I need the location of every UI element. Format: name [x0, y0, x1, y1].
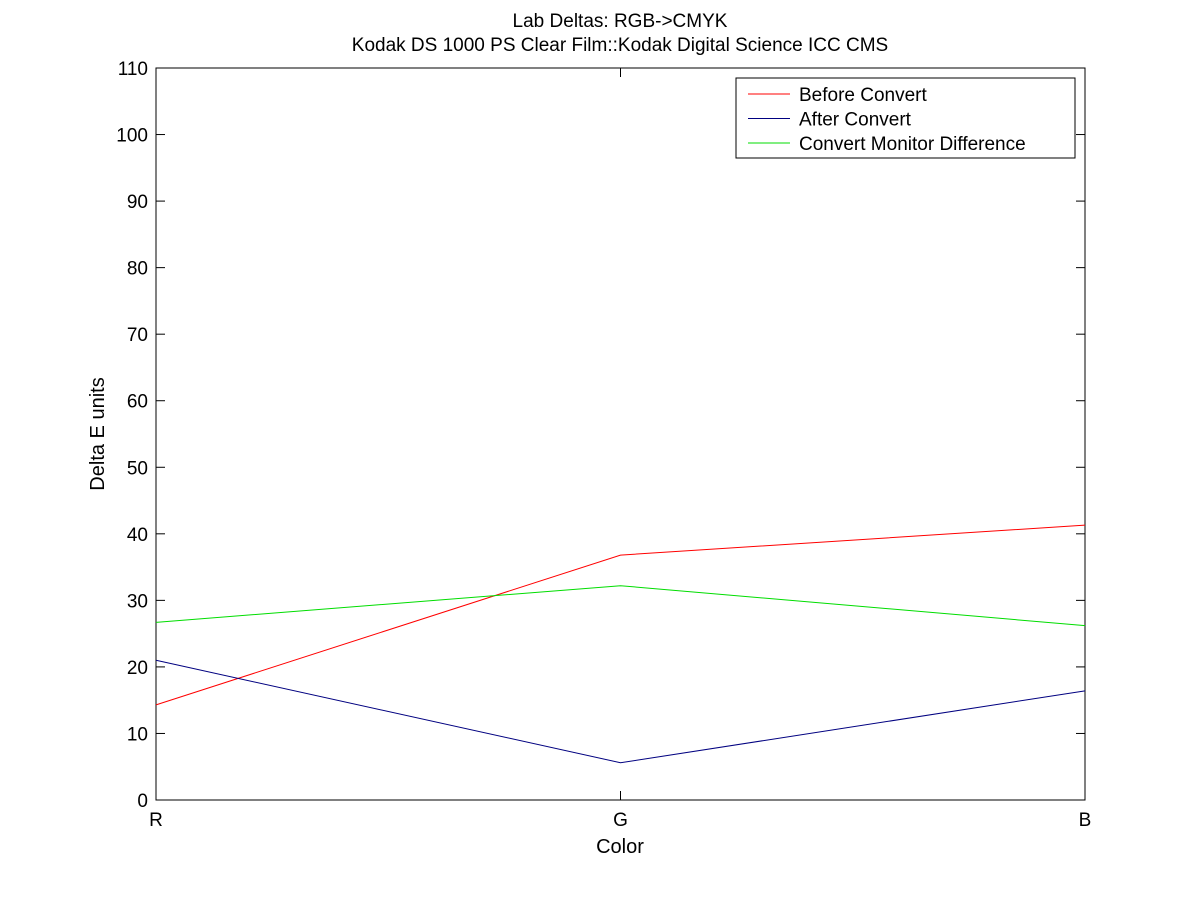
y-axis-label: Delta E units	[87, 377, 109, 490]
y-tick-label: 60	[127, 392, 148, 413]
y-tick-label: 110	[118, 59, 148, 80]
series-line-after-convert	[155, 659, 1086, 764]
series-lines	[155, 524, 1086, 764]
y-tick-label: 50	[127, 458, 148, 479]
y-tick-label: 80	[127, 259, 148, 280]
legend-label: After Convert	[799, 110, 912, 131]
x-tick-label: B	[1079, 810, 1092, 831]
x-tick-label: R	[149, 810, 163, 831]
legend-box	[735, 77, 1076, 159]
series-line-before-convert	[155, 524, 1086, 706]
y-tick-label: 100	[116, 126, 148, 147]
y-tick-label: 20	[127, 658, 148, 679]
y-tick-label: 40	[127, 525, 148, 546]
y-tick-label: 10	[127, 724, 148, 745]
y-axis-ticks: 0 10 20 30 40 50 60 70 80 90 100 110	[116, 59, 1085, 812]
chart-subtitle: Kodak DS 1000 PS Clear Film::Kodak Digit…	[352, 35, 888, 56]
series-line-convert-monitor-difference	[155, 585, 1086, 627]
chart-title: Lab Deltas: RGB->CMYK	[513, 11, 728, 32]
legend-label: Before Convert	[799, 85, 928, 106]
y-tick-label: 90	[127, 192, 148, 213]
x-axis-label: Color	[596, 836, 644, 858]
y-tick-label: 0	[137, 791, 148, 812]
y-tick-label: 30	[127, 591, 148, 612]
legend-label: Convert Monitor Difference	[799, 134, 1026, 155]
legend: Before Convert After Convert Convert Monit…	[735, 77, 1076, 159]
x-tick-label: G	[613, 810, 628, 831]
y-tick-label: 70	[127, 325, 148, 346]
